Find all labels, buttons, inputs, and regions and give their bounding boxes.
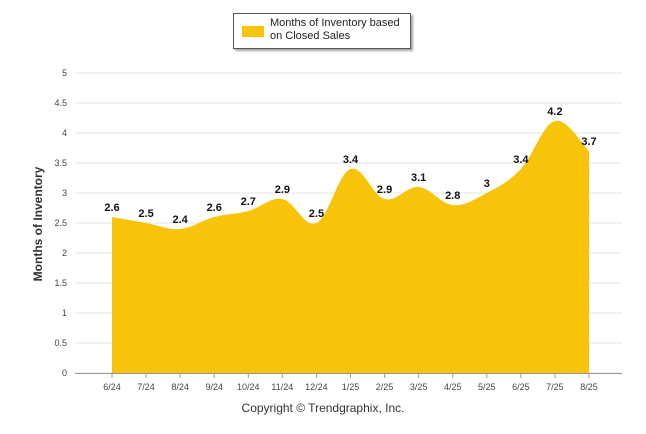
legend-swatch [242, 26, 264, 37]
y-tick-label: 0.5 [54, 338, 67, 348]
x-axis-ticks: 6/24 7/24 8/24 9/24 10/24 11/24 12/24 1/25 2/25 3… [103, 373, 598, 392]
x-tick-label: 5/25 [478, 382, 496, 392]
data-label: 3 [484, 178, 490, 190]
y-tick-label: 3.5 [54, 158, 67, 168]
x-tick-label: 7/24 [137, 382, 155, 392]
x-tick-label: 7/25 [546, 382, 564, 392]
data-label: 3.4 [513, 154, 529, 166]
x-tick-label: 4/25 [444, 382, 462, 392]
x-tick-label: 6/24 [103, 382, 121, 392]
x-tick-label: 9/24 [205, 382, 223, 392]
data-label: 3.7 [581, 136, 596, 148]
x-tick-label: 10/24 [237, 382, 260, 392]
series-area-months-of-inventory [112, 120, 589, 373]
x-tick-label: 12/24 [305, 382, 328, 392]
y-tick-label: 1.5 [54, 278, 67, 288]
data-label: 3.1 [411, 172, 426, 184]
y-tick-label: 1 [62, 308, 67, 318]
y-axis-title: Months of Inventory [31, 166, 45, 282]
copyright-text: Copyright © Trendgraphix, Inc. [241, 401, 405, 415]
data-label: 4.2 [547, 106, 562, 118]
data-label: 2.8 [445, 190, 460, 202]
data-label: 2.5 [138, 208, 153, 220]
legend-label: Months of Inventory based on Closed Sale… [270, 17, 400, 42]
x-tick-label: 8/25 [580, 382, 598, 392]
y-tick-label: 5 [62, 68, 67, 78]
y-tick-label: 4 [62, 128, 67, 138]
data-label: 2.9 [377, 184, 392, 196]
x-tick-label: 8/24 [171, 382, 189, 392]
x-tick-label: 3/25 [410, 382, 428, 392]
data-label: 2.4 [172, 214, 188, 226]
x-tick-label: 6/25 [512, 382, 530, 392]
data-label: 3.4 [343, 154, 359, 166]
y-axis-ticks: 0 0.5 1 1.5 2 2.5 3 3.5 4 4.5 5 [54, 68, 67, 378]
x-tick-label: 11/24 [271, 382, 293, 392]
data-label: 2.5 [309, 208, 324, 220]
data-label: 2.6 [104, 202, 119, 214]
data-label: 2.9 [275, 184, 290, 196]
y-tick-label: 2 [62, 248, 67, 258]
x-tick-label: 2/25 [376, 382, 394, 392]
y-tick-label: 0 [62, 368, 67, 378]
data-label: 2.6 [207, 202, 222, 214]
y-tick-label: 3 [62, 188, 67, 198]
data-label: 2.7 [241, 196, 256, 208]
data-labels: 2.6 2.5 2.4 2.6 2.7 2.9 2.5 3.4 2.9 3.1 2.8 3 3.4 4.2… [104, 106, 596, 226]
y-tick-label: 2.5 [54, 218, 67, 228]
x-tick-label: 1/25 [342, 382, 360, 392]
y-tick-label: 4.5 [54, 98, 67, 108]
legend: Months of Inventory based on Closed Sale… [233, 13, 411, 49]
